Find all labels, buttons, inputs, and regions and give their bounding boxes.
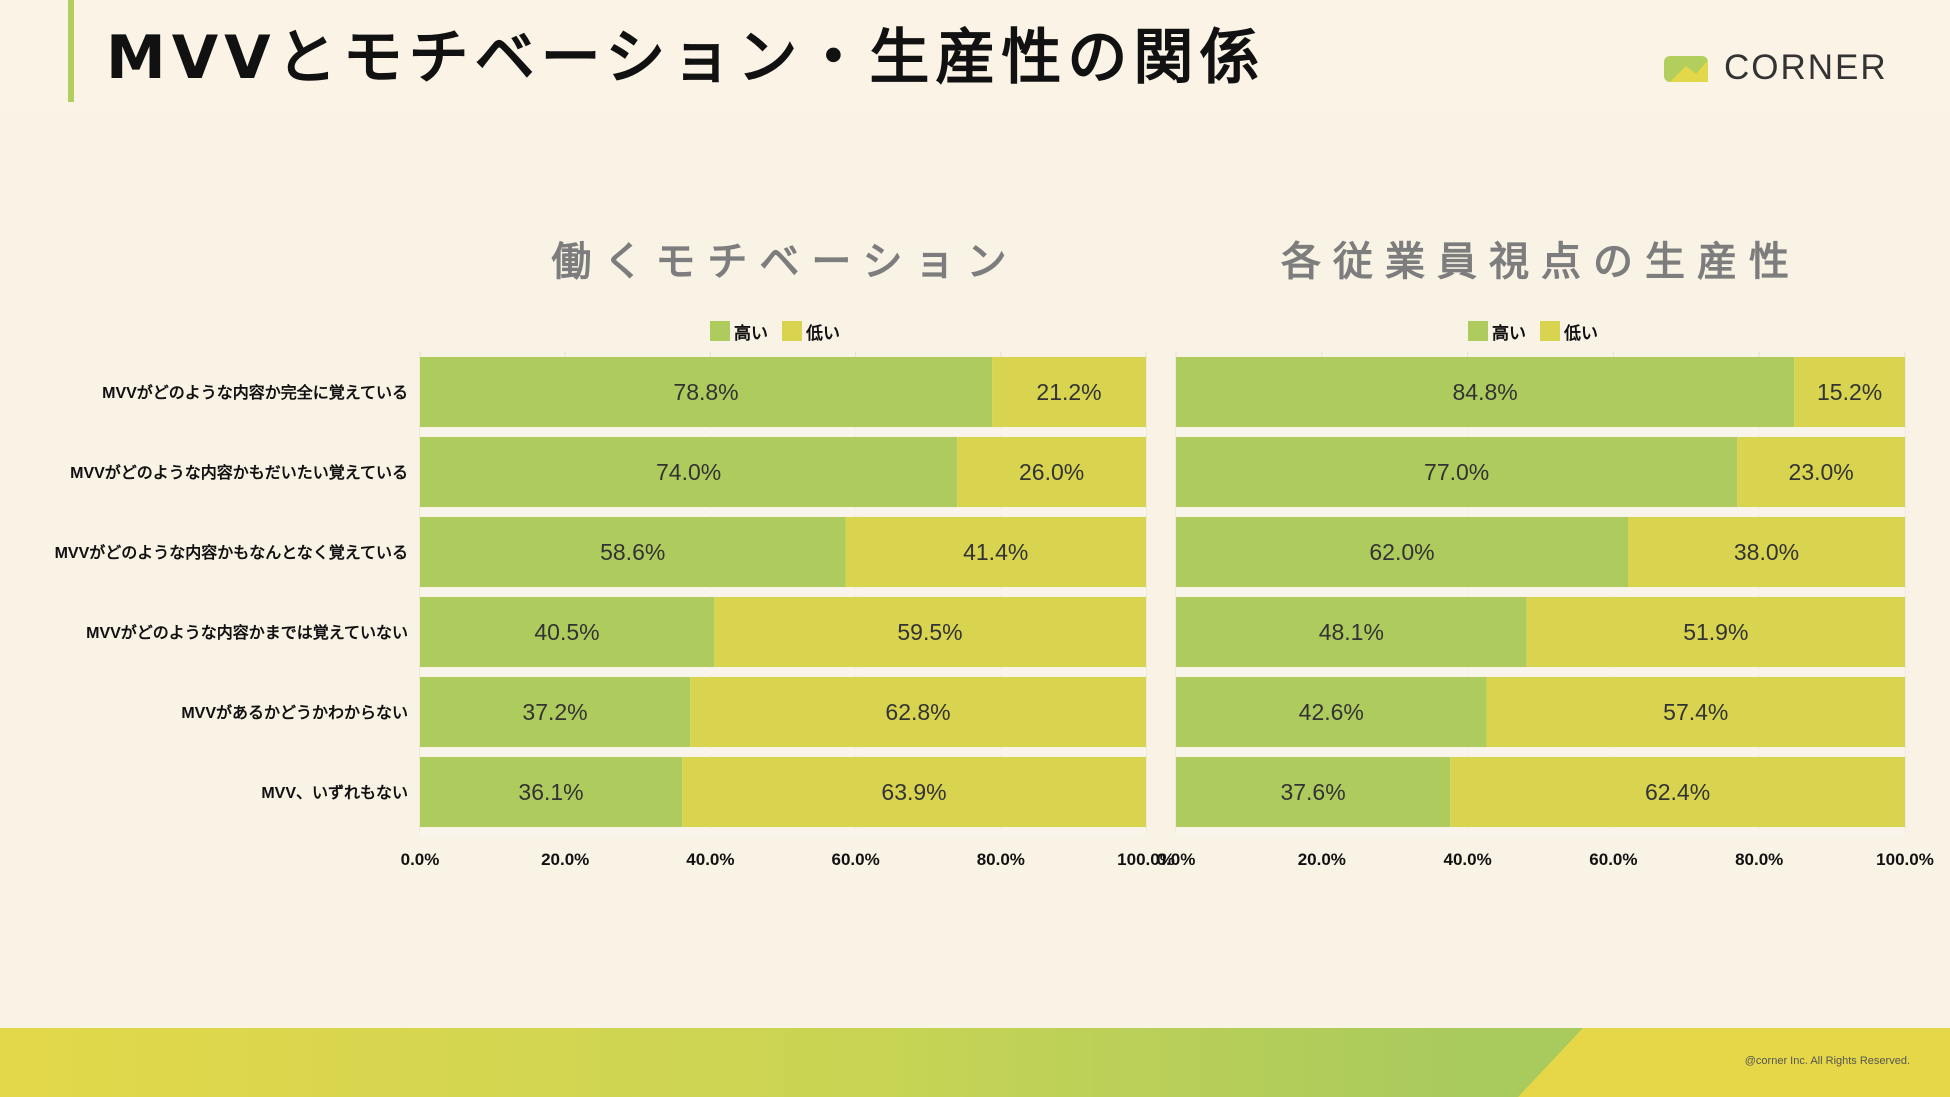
bar-low: [1450, 757, 1905, 827]
x-tick-label: 40.0%: [686, 850, 734, 869]
legend-swatch-high: [710, 321, 730, 341]
bar-high: [1176, 677, 1487, 747]
data-label: 51.9%: [1683, 619, 1748, 645]
data-label: 37.6%: [1280, 779, 1345, 805]
x-tick-label: 20.0%: [1298, 850, 1346, 869]
bar-high: [420, 677, 691, 747]
bar-low: [1526, 597, 1905, 667]
bar-high: [1176, 757, 1451, 827]
page-title: MVVとモチベーション・生産性の関係: [106, 23, 1266, 93]
corner-logo: CORNER: [1664, 48, 1894, 88]
bar-high: [420, 597, 715, 667]
bar-low: [1486, 677, 1905, 747]
bar-high: [420, 517, 846, 587]
data-label: 38.0%: [1734, 539, 1799, 565]
category-label: MVVがどのような内容かもなんとなく覚えている: [55, 543, 408, 562]
category-label: MVV、いずれもない: [261, 783, 408, 802]
chart-title-motivation: 働くモチベーション: [551, 239, 1019, 285]
bar-low: [714, 597, 1146, 667]
title-accent-bar: [68, 0, 74, 102]
legend-motivation: 高い 低い: [710, 318, 854, 344]
data-label: 62.8%: [885, 699, 950, 725]
data-label: 74.0%: [656, 459, 721, 485]
x-tick-label: 100.0%: [1876, 850, 1934, 869]
x-tick-label: 80.0%: [1735, 850, 1783, 869]
data-label: 59.5%: [897, 619, 962, 645]
data-label: 78.8%: [673, 379, 738, 405]
x-tick-label: 60.0%: [831, 850, 879, 869]
x-tick-label: 60.0%: [1589, 850, 1637, 869]
bar-high: [420, 437, 958, 507]
bar-low: [1737, 437, 1905, 507]
legend-swatch-low: [1540, 321, 1560, 341]
bar-high: [420, 357, 993, 427]
data-label: 62.4%: [1645, 779, 1710, 805]
bar-high: [1176, 597, 1527, 667]
x-tick-label: 40.0%: [1443, 850, 1491, 869]
bar-low: [682, 757, 1146, 827]
data-label: 77.0%: [1424, 459, 1489, 485]
bar-low: [992, 357, 1146, 427]
bar-low: [845, 517, 1146, 587]
legend-label-low: 低い: [806, 323, 840, 344]
data-label: 21.2%: [1036, 379, 1101, 405]
data-label: 37.2%: [522, 699, 587, 725]
legend-label-high: 高い: [1492, 323, 1526, 344]
legend-productivity: 高い 低い: [1468, 318, 1612, 344]
legend-swatch-low: [782, 321, 802, 341]
bar-high: [1176, 357, 1795, 427]
data-label: 62.0%: [1369, 539, 1434, 565]
bar-high: [1176, 517, 1628, 587]
copyright: @corner Inc. All Rights Reserved.: [1744, 1055, 1910, 1067]
data-label: 23.0%: [1789, 459, 1854, 485]
category-label: MVVがどのような内容かもだいたい覚えている: [70, 463, 408, 482]
footer-accent-triangle: [1518, 1028, 1950, 1097]
footer-band: @corner Inc. All Rights Reserved.: [0, 1028, 1950, 1097]
x-tick-label: 100.0%: [1117, 850, 1175, 869]
bar-low: [690, 677, 1146, 747]
data-label: 36.1%: [518, 779, 583, 805]
chart-title-productivity: 各従業員視点の生産性: [1281, 239, 1801, 285]
x-tick-label: 0.0%: [1157, 850, 1196, 869]
x-tick-label: 20.0%: [541, 850, 589, 869]
bar-low: [1794, 357, 1905, 427]
bar-low: [957, 437, 1146, 507]
header-bar: [0, 0, 1950, 110]
legend-label-high: 高い: [734, 323, 768, 344]
data-label: 58.6%: [600, 539, 665, 565]
data-label: 15.2%: [1817, 379, 1882, 405]
bar-high: [1176, 437, 1738, 507]
data-label: 48.1%: [1319, 619, 1384, 645]
category-label: MVVがどのような内容か完全に覚えている: [102, 383, 408, 402]
data-label: 40.5%: [534, 619, 599, 645]
x-tick-label: 0.0%: [401, 850, 440, 869]
data-label: 63.9%: [881, 779, 946, 805]
data-label: 41.4%: [963, 539, 1028, 565]
data-label: 42.6%: [1299, 699, 1364, 725]
legend-label-low: 低い: [1564, 323, 1598, 344]
logo-text: CORNER: [1724, 48, 1888, 87]
charts-canvas: 78.8% 21.2% MVVがどのような内容か完全に覚えている 74.0% 26.0%…: [55, 352, 1934, 869]
bar-high: [420, 757, 683, 827]
data-label: 84.8%: [1452, 379, 1517, 405]
category-label: MVVがどのような内容かまでは覚えていない: [86, 623, 408, 642]
bar-low: [1627, 517, 1905, 587]
category-label: MVVがあるかどうかわからない: [181, 703, 408, 722]
x-tick-label: 80.0%: [977, 850, 1025, 869]
legend-swatch-high: [1468, 321, 1488, 341]
corner-logo-icon: [1664, 56, 1708, 82]
data-label: 26.0%: [1019, 459, 1084, 485]
data-label: 57.4%: [1663, 699, 1728, 725]
